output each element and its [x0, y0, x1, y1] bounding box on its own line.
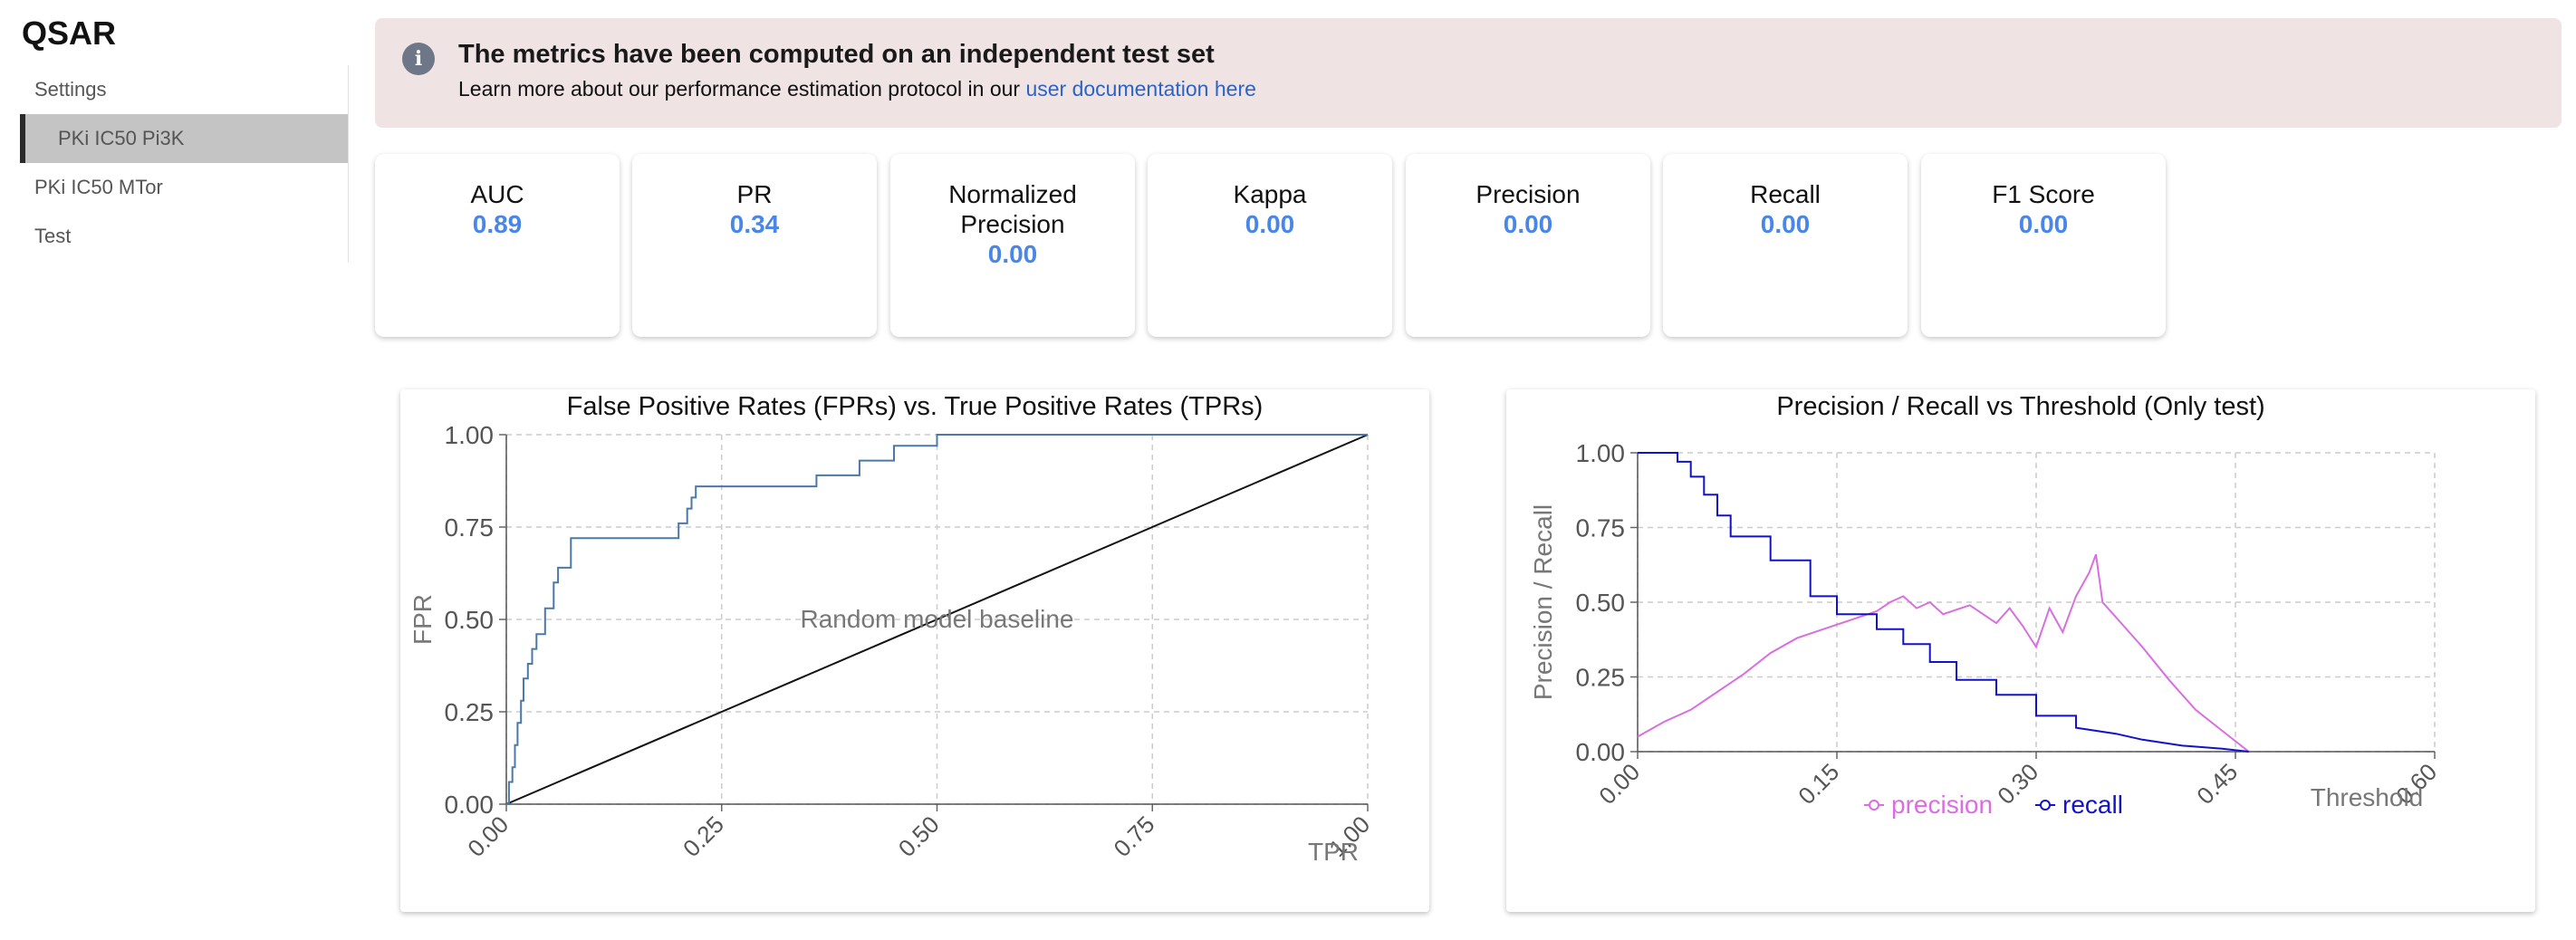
- app-title: QSAR: [22, 14, 117, 52]
- banner-text: Learn more about our performance estimat…: [458, 77, 1256, 101]
- sidebar-item-label: PKi IC50 MTor: [34, 176, 163, 198]
- precision-recall-chart-card: Precision / Recall vs Threshold (Only te…: [1506, 389, 2535, 912]
- y-axis-label: Precision / Recall: [1529, 504, 1557, 700]
- metric-value: 0.00: [1503, 210, 1553, 238]
- banner-title: The metrics have been computed on an ind…: [458, 40, 1215, 69]
- roc-chart: False Positive Rates (FPRs) vs. True Pos…: [409, 392, 1375, 866]
- legend-marker-recall: [2040, 800, 2051, 811]
- y-tick-label: 1.00: [445, 421, 495, 449]
- y-tick-label: 0.75: [445, 513, 495, 542]
- sidebar-item-test[interactable]: Test: [20, 212, 348, 261]
- y-tick-label: 0.25: [445, 698, 495, 726]
- sidebar-item-label: PKi IC50 Pi3K: [58, 127, 185, 149]
- metric-card-pr: PR 0.34: [632, 154, 877, 337]
- x-tick-label: 0.15: [1793, 758, 1844, 810]
- sidebar-nav: Settings PKi IC50 Pi3K PKi IC50 MTor Tes…: [20, 65, 349, 263]
- x-axis-label: TPR: [1308, 838, 1359, 866]
- banner-text-body: Learn more about our performance estimat…: [458, 77, 1021, 101]
- metric-value: 0.34: [729, 210, 780, 238]
- chart-title: False Positive Rates (FPRs) vs. True Pos…: [567, 392, 1264, 421]
- random-baseline-line: [505, 434, 1369, 805]
- y-tick-label: 0.25: [1576, 664, 1626, 692]
- precision-recall-chart: Precision / Recall vs Threshold (Only te…: [1529, 392, 2442, 819]
- y-tick-label: 0.50: [1576, 589, 1626, 617]
- metric-value: 0.89: [472, 210, 523, 238]
- user-documentation-link[interactable]: user documentation here: [1025, 77, 1256, 101]
- metric-label: AUC: [470, 180, 524, 208]
- metric-label: Normalized Precision: [948, 180, 1077, 238]
- x-tick-label: 0.75: [1108, 811, 1159, 862]
- metric-value: 0.00: [987, 240, 1038, 268]
- y-tick-label: 0.50: [445, 606, 495, 634]
- metric-label: Precision: [1475, 180, 1581, 208]
- sidebar-item-label: Test: [34, 225, 72, 247]
- metric-card-f1-score: F1 Score 0.00: [1921, 154, 2166, 337]
- metric-card-normalized-precision: Normalized Precision 0.00: [890, 154, 1135, 337]
- x-axis-label: Threshold: [2311, 783, 2424, 811]
- y-tick-label: 0.00: [1576, 738, 1626, 766]
- metric-label: PR: [736, 180, 773, 208]
- x-tick-label: 0.45: [2191, 758, 2243, 810]
- info-banner: i The metrics have been computed on an i…: [375, 18, 2562, 128]
- metric-label: Kappa: [1233, 180, 1307, 208]
- legend-marker-precision: [1869, 800, 1879, 811]
- sidebar-item-settings[interactable]: Settings: [20, 65, 348, 114]
- x-tick-label: 0.25: [678, 811, 729, 862]
- x-tick-label: 0.50: [893, 811, 945, 862]
- info-icon: i: [402, 43, 435, 75]
- y-tick-label: 1.00: [1576, 439, 1626, 467]
- metric-value: 0.00: [1760, 210, 1811, 238]
- y-tick-label: 0.75: [1576, 514, 1626, 542]
- metric-label: F1 Score: [1992, 180, 2095, 208]
- y-tick-label: 0.00: [445, 791, 495, 819]
- recall-line: [1638, 452, 2249, 753]
- metric-card-precision: Precision 0.00: [1406, 154, 1650, 337]
- precision-line: [1637, 553, 2250, 753]
- legend-label-precision: precision: [1891, 791, 1993, 819]
- sidebar-item-pki-ic50-mtor[interactable]: PKi IC50 MTor: [20, 163, 348, 212]
- metric-value: 0.00: [1245, 210, 1295, 238]
- x-tick-label: 0.30: [1992, 758, 2043, 810]
- metric-card-recall: Recall 0.00: [1663, 154, 1908, 337]
- roc-chart-card: False Positive Rates (FPRs) vs. True Pos…: [400, 389, 1429, 912]
- sidebar-item-pki-ic50-pi3k[interactable]: PKi IC50 Pi3K: [20, 114, 348, 163]
- roc-curve: [506, 434, 1368, 805]
- metric-card-kappa: Kappa 0.00: [1148, 154, 1392, 337]
- legend-label-recall: recall: [2062, 791, 2123, 819]
- y-axis-label: FPR: [409, 594, 437, 645]
- metric-card-auc: AUC 0.89: [375, 154, 620, 337]
- metric-label: Recall: [1750, 180, 1821, 208]
- sidebar-item-label: Settings: [34, 78, 107, 101]
- metric-value: 0.00: [2018, 210, 2069, 238]
- chart-title: Precision / Recall vs Threshold (Only te…: [1776, 392, 2264, 421]
- baseline-annotation: Random model baseline: [801, 605, 1074, 633]
